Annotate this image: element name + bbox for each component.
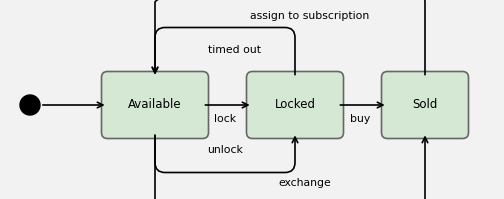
Text: lock: lock xyxy=(214,114,236,124)
Text: exchange: exchange xyxy=(279,178,331,188)
Text: assign to subscription: assign to subscription xyxy=(250,11,369,21)
FancyBboxPatch shape xyxy=(382,71,469,139)
FancyBboxPatch shape xyxy=(246,71,344,139)
FancyBboxPatch shape xyxy=(101,71,209,139)
Text: unlock: unlock xyxy=(207,145,243,155)
Text: buy: buy xyxy=(350,114,370,124)
Text: Available: Available xyxy=(128,99,182,111)
Text: Locked: Locked xyxy=(275,99,316,111)
Circle shape xyxy=(20,95,40,115)
Text: timed out: timed out xyxy=(209,45,262,55)
Text: Sold: Sold xyxy=(412,99,437,111)
